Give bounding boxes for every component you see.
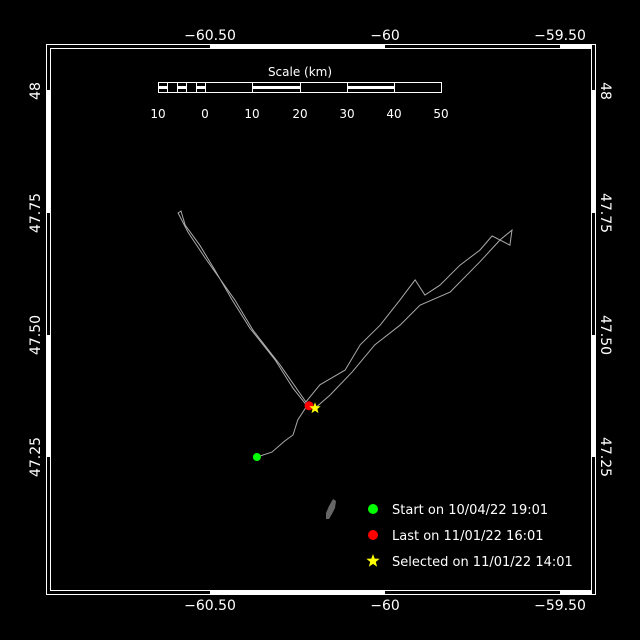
- legend-selected-label: Selected on 11/01/22 14:01: [392, 555, 573, 570]
- lat-tick-label-left: 47.25: [28, 437, 44, 477]
- lat-tick-label-left: 48: [28, 82, 44, 100]
- lat-tick-label-right: 47.75: [597, 193, 613, 233]
- drift-track: [177, 210, 513, 458]
- island-land: [326, 499, 336, 519]
- lat-tick-label-left: 47.75: [28, 193, 44, 233]
- legend-selected-star-icon: [366, 554, 380, 567]
- last-position-marker[interactable]: [304, 401, 314, 411]
- scale-tick-label: 20: [292, 107, 307, 121]
- lon-tick-label-bottom: −59.50: [534, 598, 586, 614]
- scale-tick-label: 10: [244, 107, 259, 121]
- lon-tick-label-top: −60: [370, 28, 400, 44]
- lat-tick-label-right: 47.50: [597, 315, 613, 355]
- scale-tick-label: 30: [339, 107, 354, 121]
- legend-last-label: Last on 11/01/22 16:01: [392, 529, 544, 544]
- selected-position-star[interactable]: [309, 402, 321, 414]
- scale-tick-label: 50: [433, 107, 448, 121]
- lat-tick-label-right: 47.25: [597, 437, 613, 477]
- scale-bar: Scale (km) 10 0 10 20 30 40 50: [150, 65, 448, 121]
- lon-tick-label-top: −60.50: [184, 28, 236, 44]
- map-frame: [46, 44, 596, 595]
- start-position-marker[interactable]: [252, 453, 261, 461]
- scale-tick-label: 10: [150, 107, 165, 121]
- legend-start-icon: [368, 504, 378, 514]
- legend: Start on 10/04/22 19:01 Last on 11/01/22…: [366, 503, 573, 570]
- scale-tick-label: 0: [201, 107, 209, 121]
- lon-tick-label-bottom: −60.50: [184, 598, 236, 614]
- scale-title: Scale (km): [268, 65, 332, 79]
- legend-last-icon: [368, 530, 378, 540]
- lat-tick-label-right: 48: [597, 82, 613, 100]
- lat-tick-label-left: 47.50: [28, 315, 44, 355]
- legend-start-label: Start on 10/04/22 19:01: [392, 503, 548, 518]
- scale-tick-label: 40: [386, 107, 401, 121]
- lon-tick-label-top: −59.50: [534, 28, 586, 44]
- lon-tick-label-bottom: −60: [370, 598, 400, 614]
